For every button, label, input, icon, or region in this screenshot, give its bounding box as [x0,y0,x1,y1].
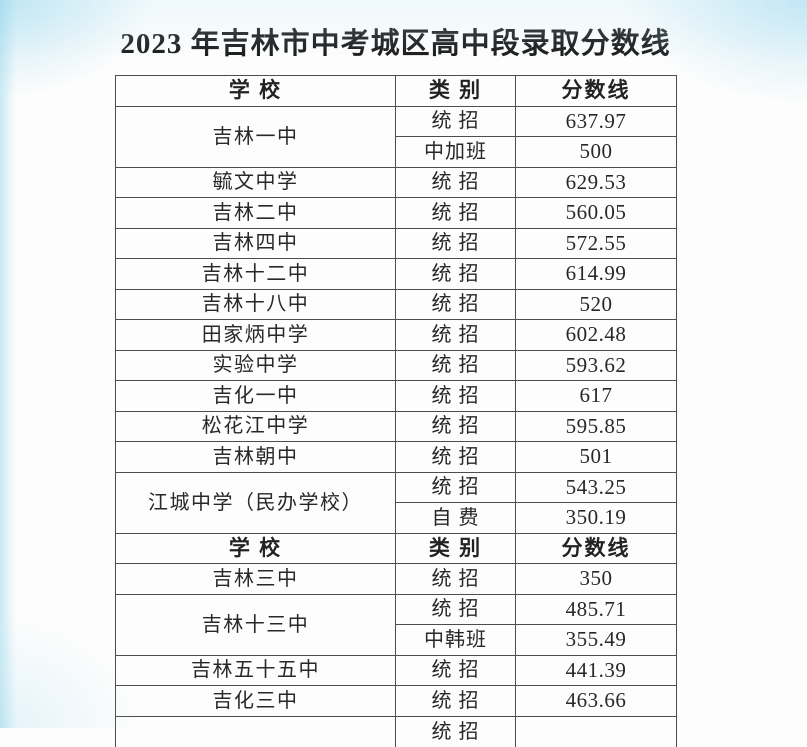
school-cell: 吉林十三中 [115,593,396,656]
school-cell: 毓文中学 [115,166,396,198]
school-cell: 田家炳中学 [115,319,396,351]
category-cell: 中加班 [395,136,516,168]
score-cell: 602.48 [515,319,677,351]
score-cell: 629.53 [515,166,677,198]
school-cell: 吉林二中 [115,197,396,229]
school-cell: 吉林四中 [115,227,396,259]
header-row-2: 学 校 类 别 分数线 [115,532,677,564]
school-cell: 吉林朝中 [115,441,396,473]
table-row: 吉林十三中 统 招 485.71 [115,593,677,656]
school-cell: 吉化一中 [115,380,396,412]
school-column-header: 学 校 [115,75,396,107]
table-row: 毓文中学 统 招 629.53 [115,166,677,198]
school-cell: 吉化三中 [115,685,396,717]
category-cell: 统 招 [395,441,516,473]
category-cell: 统 招 [395,288,516,320]
category-cell: 中韩班 [395,624,516,656]
category-cell: 统 招 [395,410,516,442]
score-cell [515,715,677,747]
score-cell: 501 [515,441,677,473]
score-cell: 593.62 [515,349,677,381]
score-cell: 350.19 [515,502,677,534]
school-column-header: 学 校 [115,532,396,564]
table-row: 吉林一中 统 招 637.97 [115,105,677,168]
score-cell: 500 [515,136,677,168]
category-cell: 统 招 [395,227,516,259]
category-cell: 统 招 [395,471,516,503]
category-cell: 统 招 [395,105,516,137]
score-cell: 350 [515,563,677,595]
school-cell: 吉林一中 [115,105,396,168]
table-row: 吉林五十五中 统 招 441.39 [115,654,677,686]
school-cell: 吉林十二中 [115,258,396,290]
category-column-header: 类 别 [395,75,516,107]
header-row-1: 学 校 类 别 分数线 [115,75,677,107]
table-row: 吉化一中 统 招 617 [115,380,677,412]
table-row-partially-cut: 统 招 [115,715,677,747]
score-cell: 614.99 [515,258,677,290]
school-cell: 吉林五十五中 [115,654,396,686]
category-column-header: 类 别 [395,532,516,564]
table-row: 吉林十二中 统 招 614.99 [115,258,677,290]
score-cell: 560.05 [515,197,677,229]
table-row: 吉林三中 统 招 350 [115,563,677,595]
score-cell: 485.71 [515,593,677,625]
table-row: 江城中学（民办学校） 统 招 543.25 [115,471,677,534]
category-cell: 统 招 [395,319,516,351]
score-cell: 637.97 [515,105,677,137]
score-cell: 617 [515,380,677,412]
category-cell: 统 招 [395,349,516,381]
table-row: 松花江中学 统 招 595.85 [115,410,677,442]
category-cell: 统 招 [395,715,516,747]
category-cell: 统 招 [395,563,516,595]
school-cell: 吉林三中 [115,563,396,595]
score-cell: 572.55 [515,227,677,259]
page-title: 2023 年吉林市中考城区高中段录取分数线 [120,28,671,60]
score-column-header: 分数线 [515,532,677,564]
score-cell: 543.25 [515,471,677,503]
table-row: 吉化三中 统 招 463.66 [115,685,677,717]
score-cell: 520 [515,288,677,320]
category-cell: 统 招 [395,258,516,290]
school-cell [115,715,396,747]
category-cell: 统 招 [395,166,516,198]
table-row: 吉林二中 统 招 560.05 [115,197,677,229]
school-cell: 江城中学（民办学校） [115,471,396,534]
school-cell: 松花江中学 [115,410,396,442]
score-cell: 441.39 [515,654,677,686]
category-cell: 统 招 [395,654,516,686]
admission-score-table: 学 校 类 别 分数线 吉林一中 统 招 637.97 中加班 500 毓文中学… [115,75,677,747]
score-cell: 463.66 [515,685,677,717]
category-cell: 统 招 [395,593,516,625]
category-cell: 自 费 [395,502,516,534]
score-cell: 355.49 [515,624,677,656]
table-row: 吉林朝中 统 招 501 [115,441,677,473]
score-column-header: 分数线 [515,75,677,107]
category-cell: 统 招 [395,380,516,412]
table-row: 吉林十八中 统 招 520 [115,288,677,320]
table-row: 田家炳中学 统 招 602.48 [115,319,677,351]
category-cell: 统 招 [395,685,516,717]
school-cell: 吉林十八中 [115,288,396,320]
category-cell: 统 招 [395,197,516,229]
table-row: 吉林四中 统 招 572.55 [115,227,677,259]
score-cell: 595.85 [515,410,677,442]
school-cell: 实验中学 [115,349,396,381]
table-row: 实验中学 统 招 593.62 [115,349,677,381]
